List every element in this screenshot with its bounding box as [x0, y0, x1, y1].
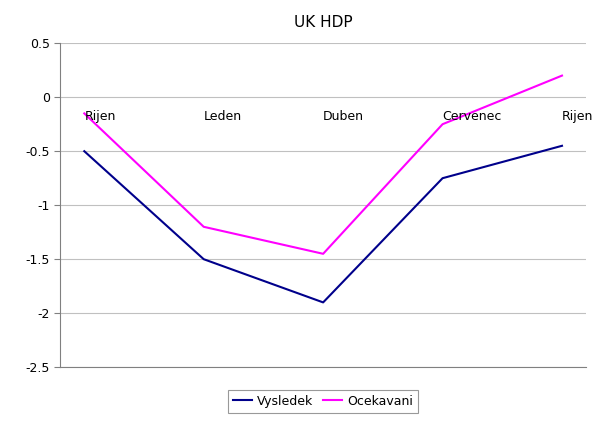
Vysledek	[558, 143, 565, 149]
Text: Leden: Leden	[204, 110, 242, 123]
Text: Rijen: Rijen	[562, 110, 593, 123]
Ocekavani	[81, 111, 88, 116]
Ocekavani	[320, 251, 327, 256]
Ocekavani	[558, 73, 565, 78]
Text: Cervenec: Cervenec	[443, 110, 502, 123]
Text: Rijen: Rijen	[85, 110, 115, 123]
Vysledek	[320, 300, 327, 305]
Ocekavani	[200, 224, 207, 229]
Vysledek	[81, 149, 88, 154]
Vysledek	[439, 175, 446, 181]
Line: Ocekavani: Ocekavani	[85, 76, 562, 254]
Line: Vysledek: Vysledek	[85, 146, 562, 302]
Title: UK HDP: UK HDP	[294, 15, 353, 29]
Text: Duben: Duben	[323, 110, 364, 123]
Legend: Vysledek, Ocekavani: Vysledek, Ocekavani	[228, 390, 418, 413]
Ocekavani	[439, 122, 446, 127]
Vysledek	[200, 257, 207, 262]
